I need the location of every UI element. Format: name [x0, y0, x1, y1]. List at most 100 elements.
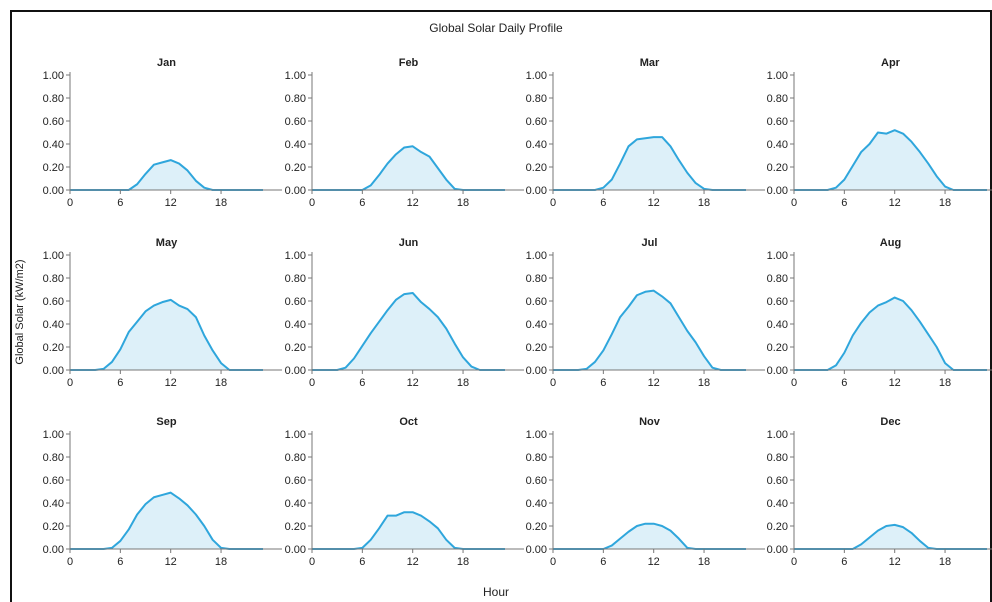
panel-title-sep: Sep	[156, 416, 176, 428]
panel-title-nov: Nov	[639, 416, 661, 428]
x-tick-label-dec: 12	[889, 556, 901, 568]
x-tick-label-jan: 0	[67, 197, 73, 209]
y-tick-label-jul: 0.80	[526, 273, 547, 285]
x-tick-label-jan: 12	[165, 197, 177, 209]
area-aug	[794, 297, 987, 370]
y-tick-label-feb: 0.60	[285, 116, 306, 128]
x-tick-label-apr: 12	[889, 197, 901, 209]
y-tick-label-oct: 1.00	[285, 429, 306, 441]
line-jun	[312, 291, 505, 371]
y-tick-label-jun: 0.60	[285, 296, 306, 308]
y-tick-label-sep: 0.20	[43, 521, 64, 533]
y-tick-label-jul: 0.40	[526, 319, 547, 331]
y-tick-label-jul: 0.00	[526, 365, 547, 377]
y-tick-label-oct: 0.40	[285, 498, 306, 510]
area-apr	[794, 130, 987, 190]
y-tick-label-mar: 0.20	[526, 162, 547, 174]
x-tick-label-dec: 6	[841, 556, 847, 568]
y-tick-label-jan: 0.40	[43, 139, 64, 151]
y-tick-label-aug: 0.80	[767, 273, 788, 285]
panel-oct: Oct 0.00 0.20 0.40 0.60 0.80 1.00 0 6 12 18	[285, 416, 524, 568]
y-tick-label-oct: 0.60	[285, 475, 306, 487]
x-tick-label-apr: 0	[791, 197, 797, 209]
y-tick-label-sep: 0.00	[43, 544, 64, 556]
x-tick-label-sep: 6	[117, 556, 123, 568]
y-tick-label-nov: 0.20	[526, 521, 547, 533]
x-tick-label-aug: 18	[939, 377, 951, 389]
x-tick-label-feb: 18	[457, 197, 469, 209]
chart-title: Global Solar Daily Profile	[429, 21, 563, 35]
y-tick-label-aug: 0.20	[767, 342, 788, 354]
x-tick-label-jul: 12	[648, 377, 660, 389]
panel-aug: Aug 0.00 0.20 0.40 0.60 0.80 1.00 0 6 12 18	[767, 237, 992, 389]
line-jul	[553, 289, 746, 371]
y-tick-label-oct: 0.20	[285, 521, 306, 533]
y-tick-label-dec: 0.60	[767, 475, 788, 487]
y-tick-label-jun: 1.00	[285, 250, 306, 262]
y-tick-label-jul: 0.60	[526, 296, 547, 308]
y-tick-label-sep: 1.00	[43, 429, 64, 441]
panel-mar: Mar 0.00 0.20 0.40 0.60 0.80 1.00 0 6 12 18	[526, 57, 765, 209]
y-tick-label-may: 0.60	[43, 296, 64, 308]
panel-title-oct: Oct	[399, 416, 418, 428]
y-tick-label-jun: 0.40	[285, 319, 306, 331]
x-tick-label-feb: 6	[359, 197, 365, 209]
y-tick-label-apr: 0.20	[767, 162, 788, 174]
panel-jan: Jan 0.00 0.20 0.40 0.60 0.80 1.00 0 6 12 18	[43, 57, 282, 209]
x-tick-label-jun: 12	[407, 377, 419, 389]
panel-sep: Sep 0.00 0.20 0.40 0.60 0.80 1.00 0 6 12 18	[43, 416, 282, 568]
frame-left-border	[10, 10, 12, 602]
x-tick-label-sep: 18	[215, 556, 227, 568]
area-nov	[553, 523, 746, 549]
y-tick-label-oct: 0.00	[285, 544, 306, 556]
x-tick-label-dec: 18	[939, 556, 951, 568]
x-tick-label-oct: 0	[309, 556, 315, 568]
x-tick-label-nov: 0	[550, 556, 556, 568]
x-tick-label-may: 18	[215, 377, 227, 389]
frame-top-border	[10, 10, 992, 12]
y-tick-label-dec: 0.20	[767, 521, 788, 533]
x-tick-label-jun: 18	[457, 377, 469, 389]
x-axis-label: Hour	[482, 585, 509, 599]
x-tick-label-sep: 12	[165, 556, 177, 568]
x-tick-label-jul: 0	[550, 377, 556, 389]
y-tick-label-nov: 1.00	[526, 429, 547, 441]
frame-right-border	[990, 10, 992, 602]
x-tick-label-feb: 12	[407, 197, 419, 209]
y-tick-label-mar: 0.80	[526, 93, 547, 105]
panel-jun: Jun 0.00 0.20 0.40 0.60 0.80 1.00 0 6 12 18	[285, 237, 524, 389]
y-tick-label-apr: 0.60	[767, 116, 788, 128]
y-tick-label-apr: 0.40	[767, 139, 788, 151]
x-tick-label-mar: 18	[698, 197, 710, 209]
y-tick-label-sep: 0.60	[43, 475, 64, 487]
x-tick-label-jun: 0	[309, 377, 315, 389]
panel-title-dec: Dec	[880, 416, 900, 428]
x-tick-label-mar: 12	[648, 197, 660, 209]
area-sep	[70, 492, 263, 549]
y-tick-label-apr: 0.80	[767, 93, 788, 105]
y-tick-label-may: 0.20	[43, 342, 64, 354]
y-tick-label-dec: 0.80	[767, 452, 788, 464]
y-tick-label-mar: 0.40	[526, 139, 547, 151]
panel-may: May 0.00 0.20 0.40 0.60 0.80 1.00 0 6 12 18	[43, 237, 282, 389]
panel-dec: Dec 0.00 0.20 0.40 0.60 0.80 1.00 0 6 12 18	[767, 416, 992, 568]
panel-title-jun: Jun	[399, 237, 419, 249]
y-tick-label-may: 1.00	[43, 250, 64, 262]
y-tick-label-jun: 0.80	[285, 273, 306, 285]
y-tick-label-jan: 0.80	[43, 93, 64, 105]
x-tick-label-jul: 6	[600, 377, 606, 389]
y-tick-label-sep: 0.40	[43, 498, 64, 510]
x-tick-label-nov: 18	[698, 556, 710, 568]
x-tick-label-may: 6	[117, 377, 123, 389]
x-tick-label-jan: 6	[117, 197, 123, 209]
y-tick-label-nov: 0.60	[526, 475, 547, 487]
y-tick-label-mar: 0.60	[526, 116, 547, 128]
y-tick-label-jan: 0.60	[43, 116, 64, 128]
y-tick-label-jan: 0.20	[43, 162, 64, 174]
x-tick-label-nov: 12	[648, 556, 660, 568]
y-tick-label-dec: 0.00	[767, 544, 788, 556]
y-tick-label-nov: 0.00	[526, 544, 547, 556]
y-tick-label-feb: 0.80	[285, 93, 306, 105]
y-tick-label-dec: 0.40	[767, 498, 788, 510]
